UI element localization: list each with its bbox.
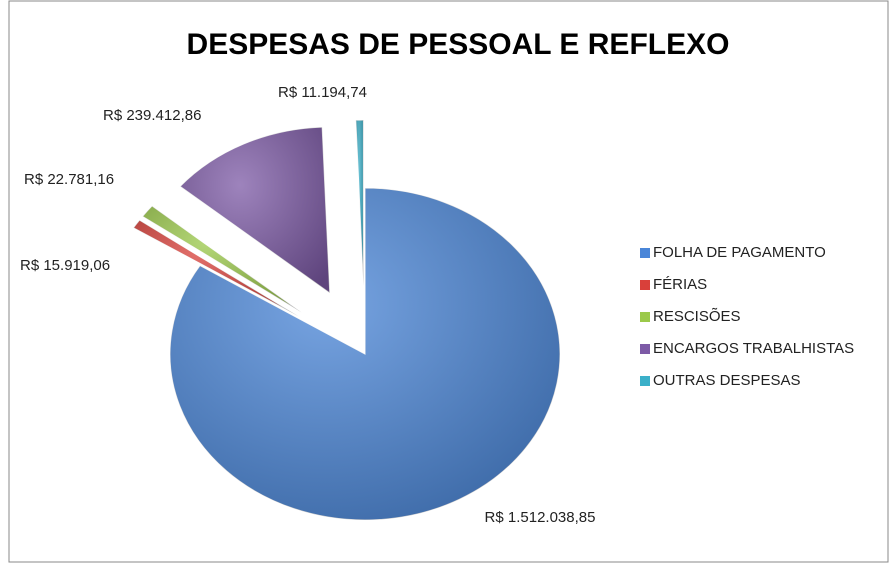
legend-label: FOLHA DE PAGAMENTO bbox=[653, 244, 826, 261]
legend-label: ENCARGOS TRABALHISTAS bbox=[653, 340, 854, 357]
data-label: R$ 22.781,16 bbox=[24, 171, 114, 188]
legend-swatch bbox=[640, 312, 650, 322]
legend-swatch bbox=[640, 280, 650, 290]
data-label: R$ 11.194,74 bbox=[278, 84, 367, 101]
legend-swatch bbox=[640, 344, 650, 354]
data-label: R$ 1.512.038,85 bbox=[485, 509, 596, 526]
legend-label: OUTRAS DESPESAS bbox=[653, 372, 801, 389]
legend-label: FÉRIAS bbox=[653, 276, 707, 293]
data-label: R$ 239.412,86 bbox=[103, 107, 201, 124]
legend-swatch bbox=[640, 248, 650, 258]
legend-label: RESCISÕES bbox=[653, 308, 741, 325]
legend-swatch bbox=[640, 376, 650, 386]
data-label: R$ 15.919,06 bbox=[20, 257, 110, 274]
chart-title: DESPESAS DE PESSOAL E REFLEXO bbox=[187, 28, 730, 61]
